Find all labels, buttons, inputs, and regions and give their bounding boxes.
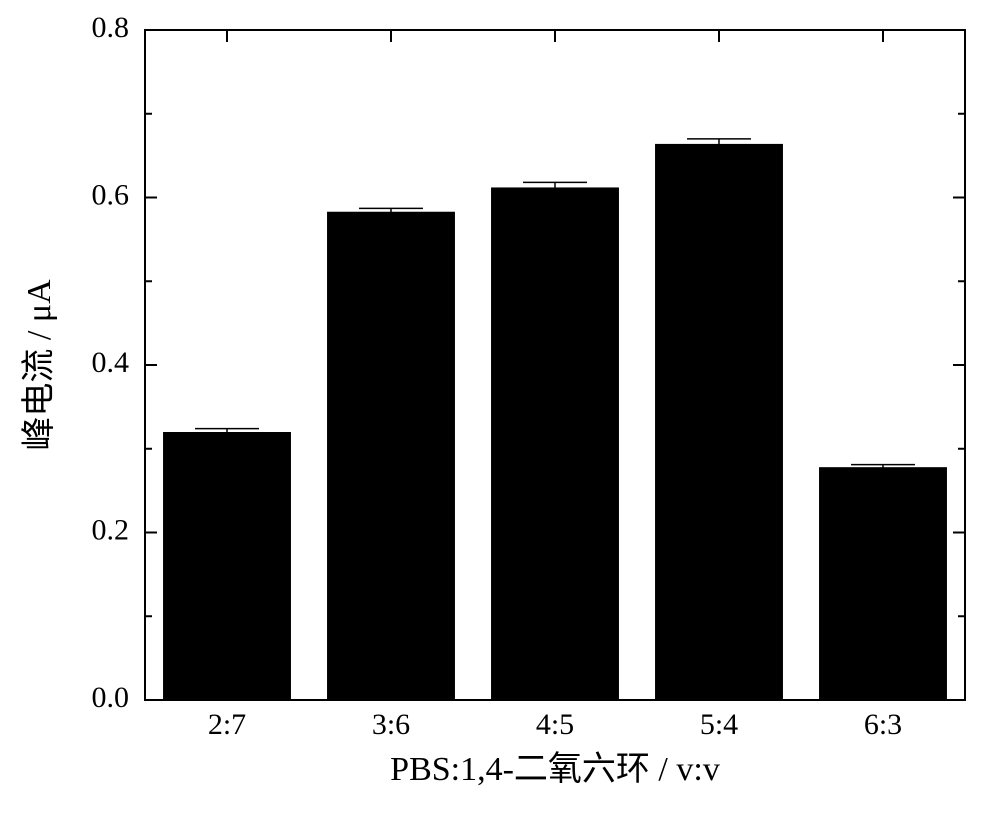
chart-container: 0.0 0.2 0.4 0.6 0.8 峰电流 / μA 2:7 3:6 4:5 5:4 6:3 PB… — [0, 0, 1000, 823]
y-tick-label: 0.6 — [92, 178, 130, 211]
x-tick-label: 4:5 — [536, 708, 574, 741]
bar — [655, 144, 783, 700]
y-tick-label: 0.2 — [92, 513, 130, 546]
bar — [163, 432, 291, 700]
y-axis-label: 峰电流 / μA — [20, 279, 58, 451]
y-tick-label: 0.4 — [92, 346, 130, 379]
y-tick-label: 0.8 — [92, 11, 130, 44]
x-tick-label: 5:4 — [700, 708, 738, 741]
bar-chart: 0.0 0.2 0.4 0.6 0.8 峰电流 / μA 2:7 3:6 4:5 5:4 6:3 PB… — [0, 0, 1000, 823]
x-tick-label: 6:3 — [864, 708, 902, 741]
bar — [491, 187, 619, 700]
x-tick-label: 2:7 — [208, 708, 246, 741]
bar — [327, 212, 455, 700]
x-axis-label: PBS:1,4-二氧六环 / v:v — [390, 750, 720, 788]
bar — [819, 467, 947, 700]
y-tick-label: 0.0 — [92, 681, 130, 714]
x-tick-label: 3:6 — [372, 708, 410, 741]
